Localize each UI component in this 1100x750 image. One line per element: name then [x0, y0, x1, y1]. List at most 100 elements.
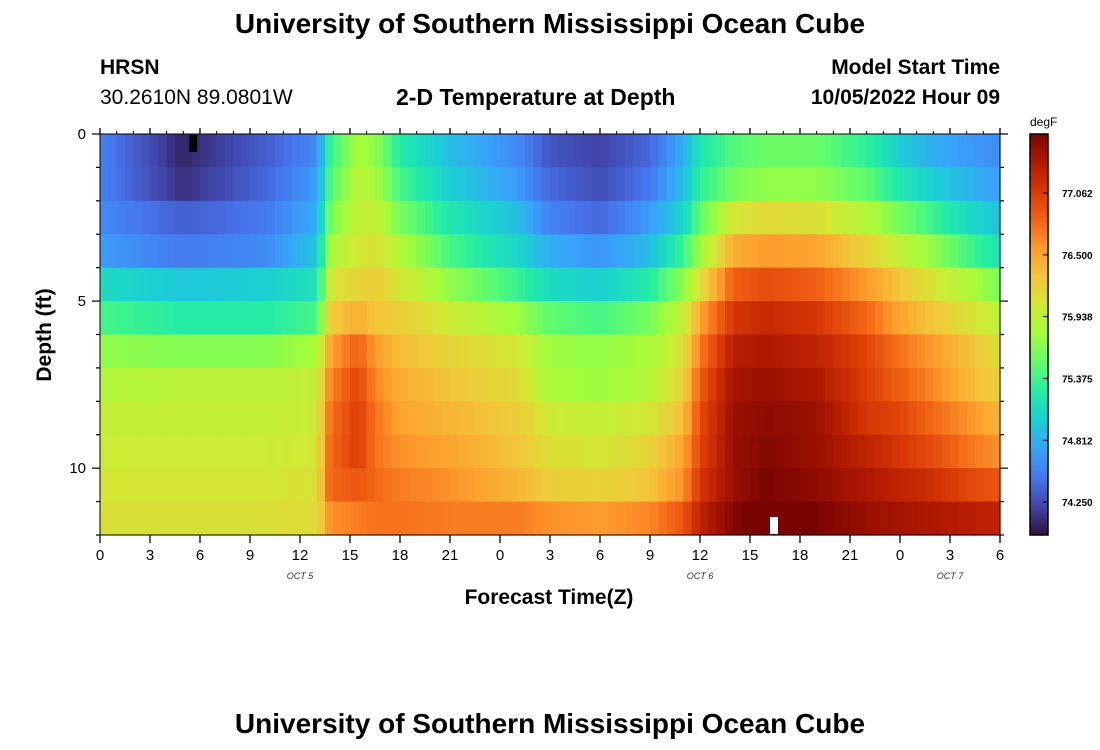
model-start-label: Model Start Time [831, 56, 1000, 79]
heatmap-cell [983, 234, 993, 269]
heatmap-cell [383, 434, 393, 469]
heatmap-cell [333, 434, 343, 469]
heatmap-cell [583, 501, 593, 536]
heatmap-cell [925, 167, 934, 202]
heatmap-cell [483, 367, 493, 402]
x-tick-label: 12 [292, 547, 309, 564]
heatmap-cell [383, 167, 393, 202]
heatmap-cell [291, 401, 301, 436]
heatmap-cell [150, 367, 159, 402]
heatmap-cell [758, 401, 768, 436]
y-tick-label: 0 [78, 126, 86, 143]
heatmap-cell [725, 501, 734, 536]
heatmap-cell [166, 401, 176, 436]
heatmap-cell [475, 301, 484, 336]
heatmap-cell [608, 367, 618, 402]
heatmap-cell [983, 434, 993, 469]
heatmap-cell [158, 234, 168, 269]
heatmap-cell [250, 468, 259, 503]
heatmap-cell [933, 134, 943, 169]
heatmap-cell [141, 501, 151, 536]
heatmap-cell [333, 367, 343, 402]
heatmap-cell [666, 401, 676, 436]
heatmap-cell [625, 367, 634, 402]
heatmap-cell [683, 267, 693, 302]
heatmap-cell [516, 401, 526, 436]
heatmap-cell [375, 301, 384, 336]
heatmap-cell [850, 367, 859, 402]
heatmap-cell [683, 301, 693, 336]
heatmap-cell [650, 167, 659, 202]
colorbar: 77.062 76.500 75.938 75.375 74.812 74.250 [1029, 133, 1093, 536]
heatmap-cell [891, 501, 901, 536]
heatmap-cell [141, 167, 151, 202]
heatmap-cell [341, 401, 351, 436]
heatmap-cell [508, 401, 518, 436]
heatmap-cell [500, 234, 509, 269]
heatmap-cell [533, 301, 543, 336]
heatmap-cell [991, 267, 1001, 302]
heatmap-cell [616, 267, 626, 302]
heatmap-cell [591, 234, 601, 269]
heatmap-cell [991, 134, 1001, 169]
heatmap-cell [958, 367, 968, 402]
heatmap-cell [450, 367, 459, 402]
heatmap-cell [141, 267, 151, 302]
heatmap-cell [725, 334, 734, 369]
heatmap-cell [558, 401, 568, 436]
heatmap-cell [516, 234, 526, 269]
heatmap-cell [866, 267, 876, 302]
heatmap-cell [316, 134, 326, 169]
heatmap-cell [875, 434, 884, 469]
heatmap-cell [775, 334, 784, 369]
heatmap-cell [891, 434, 901, 469]
heatmap-cell [708, 434, 718, 469]
heatmap-cell [983, 167, 993, 202]
heatmap-cell [125, 134, 134, 169]
heatmap-cell [100, 267, 109, 302]
heatmap-cell [991, 468, 1001, 503]
heatmap-cell [108, 200, 118, 235]
heatmap-cell [983, 468, 993, 503]
heatmap-cell [750, 401, 759, 436]
heatmap-cell [200, 367, 209, 402]
heatmap-cell [625, 301, 634, 336]
heatmap-cell [566, 200, 576, 235]
heatmap-cell [291, 134, 301, 169]
heatmap-cell [325, 367, 334, 402]
heatmap-cell [191, 334, 201, 369]
heatmap-cell [633, 334, 643, 369]
heatmap-cell [825, 267, 834, 302]
heatmap-cell [416, 501, 426, 536]
heatmap-cell [566, 367, 576, 402]
heatmap-cell [316, 501, 326, 536]
heatmap-cell [350, 134, 359, 169]
heatmap-cell [691, 134, 701, 169]
heatmap-cell [966, 367, 976, 402]
heatmap-cell [908, 200, 918, 235]
heatmap-cell [700, 267, 709, 302]
heatmap-cell [816, 267, 826, 302]
date-label: OCT 5 [287, 571, 314, 581]
heatmap-cell [483, 468, 493, 503]
heatmap-cell [850, 401, 859, 436]
heatmap-cell [916, 134, 926, 169]
heatmap-cell [958, 167, 968, 202]
heatmap-cell [808, 267, 818, 302]
heatmap-cell [725, 301, 734, 336]
surface-marker [189, 135, 198, 152]
heatmap-cell [625, 334, 634, 369]
heatmap-cell [391, 301, 401, 336]
heatmap-cell [708, 367, 718, 402]
heatmap-cell [900, 234, 909, 269]
heatmap-cell [916, 401, 926, 436]
heatmap-cell [183, 434, 193, 469]
heatmap-cell [325, 401, 334, 436]
heatmap-cell [858, 301, 868, 336]
heatmap-cell [350, 501, 359, 536]
heatmap-cell [933, 434, 943, 469]
heatmap-cell [366, 434, 376, 469]
heatmap-cell [516, 434, 526, 469]
heatmap-cell [225, 401, 234, 436]
heatmap-cell [425, 167, 434, 202]
